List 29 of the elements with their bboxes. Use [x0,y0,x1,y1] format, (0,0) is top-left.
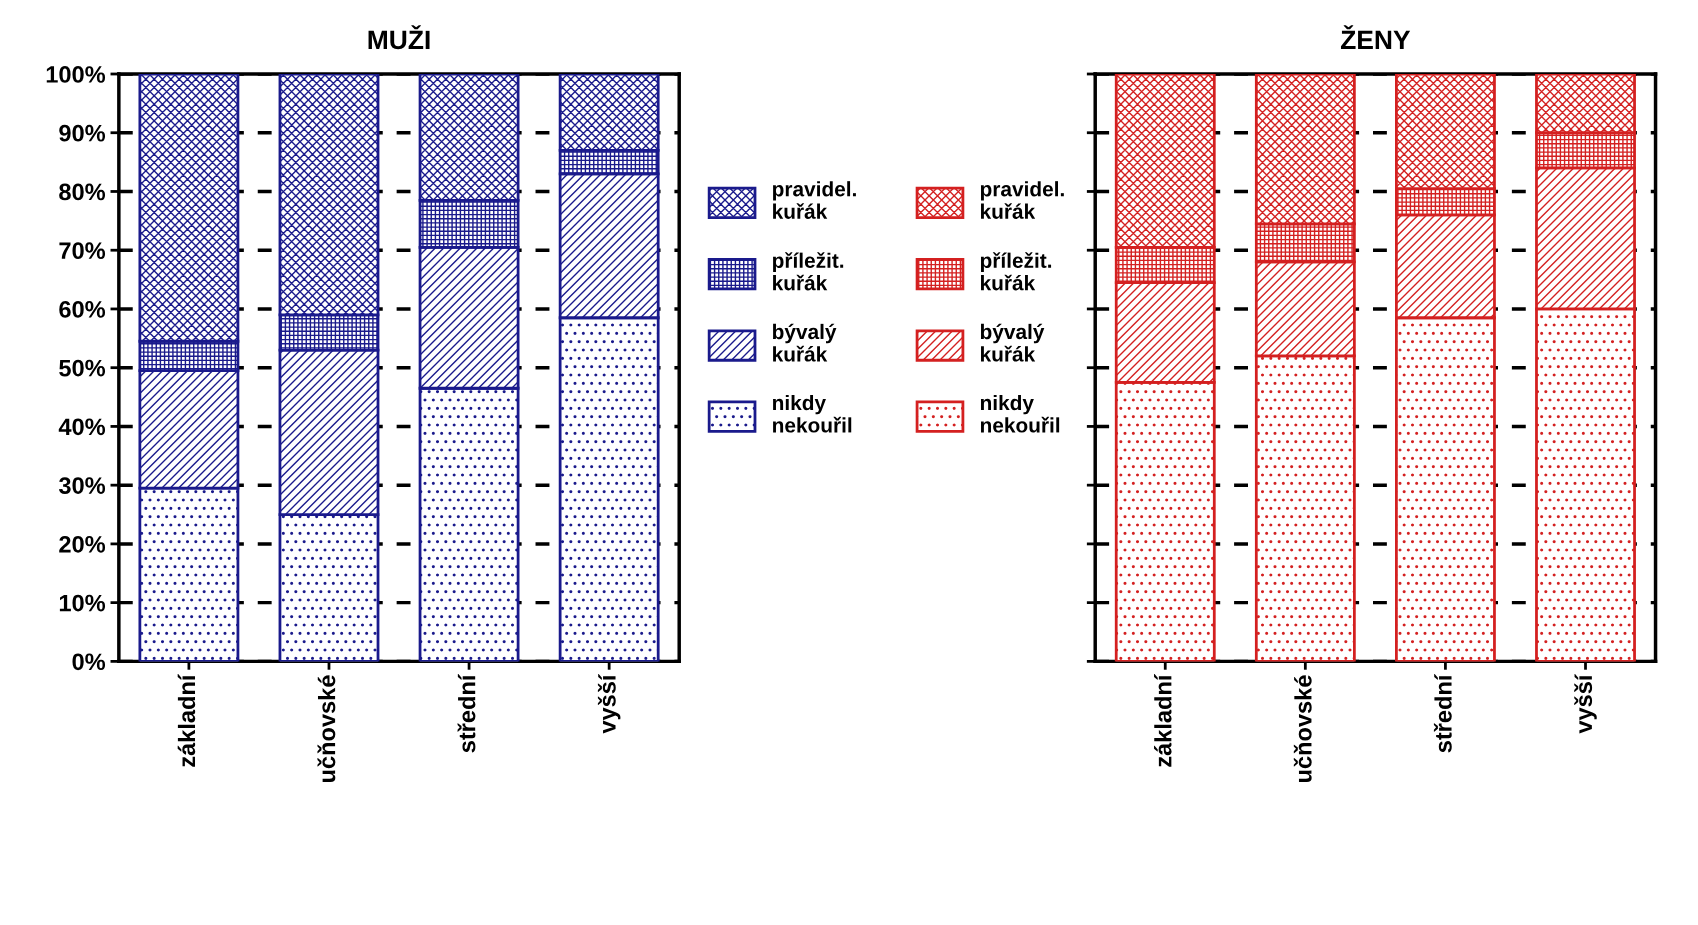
legend-label: pravidel. kuřák [980,181,1064,219]
x-tick-label: učňovské [1293,675,1312,783]
legend-label: bývalý kuřák [773,323,837,362]
y-tick-label: 80% [59,183,106,201]
y-tick-label: 70% [59,242,106,259]
y-tick-label: 50% [59,359,106,377]
legend-label: nikdy nekouřil [980,394,1060,433]
legend-label: pravidel. kuřák [773,181,856,219]
x-tick-label: střední [1433,673,1452,753]
x-tick-label: střední [457,673,476,753]
y-tick-label: 60% [59,301,106,318]
legend-label: příležit. kuřák [773,252,844,291]
chart-title: MUŽI [368,25,430,50]
x-tick-label: základní [1154,673,1172,767]
legend-label: nikdy nekouřil [773,394,852,433]
legend-label: příležit. kuřák [980,252,1052,291]
y-tick-label: 30% [58,477,106,494]
y-tick-label: 0% [72,653,106,671]
y-tick-label: 100% [46,66,106,83]
x-tick-label: základní [177,673,196,767]
x-tick-label: učňovské [317,675,336,783]
y-tick-label: 40% [58,418,106,436]
y-tick-label: 20% [59,535,106,553]
x-tick-label: vyšší [597,673,621,734]
chart-title: ŽENY [1340,25,1411,49]
x-tick-label: vyšší [1574,673,1597,734]
legend-label: bývalý kuřák [980,323,1045,362]
y-tick-label: 90% [59,124,106,142]
y-tick-label: 10% [59,594,106,612]
